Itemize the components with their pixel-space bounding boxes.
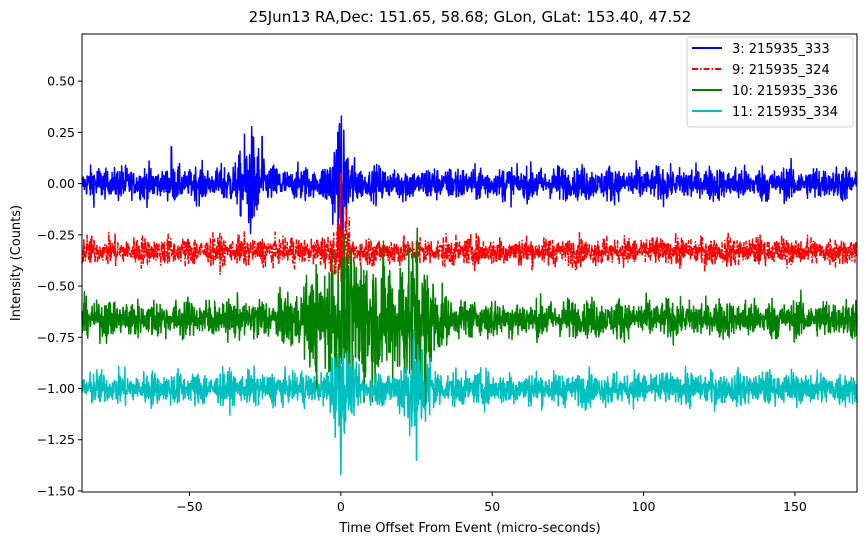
y-tick-label: 0.00 [47,176,75,191]
y-tick-label: −1.25 [37,432,75,447]
y-tick-label: −1.00 [37,381,75,396]
legend-label: 9: 215935_324 [732,63,830,78]
y-tick-label: −0.50 [37,279,75,294]
series-line-2 [81,227,858,406]
x-axis: −50 0 50 100 150 [176,492,807,514]
x-tick-label: 50 [484,499,500,514]
plot-frame [81,33,858,493]
y-tick-label: −1.50 [37,483,75,498]
series-line-0 [81,115,858,251]
legend-label: 3: 215935_333 [732,42,830,57]
y-tick-label: −0.75 [37,330,75,345]
series-line-3 [81,329,858,476]
y-axis: 0.50 0.25 0.00 −0.25 −0.50 −0.75 −1.00 −1.25 −1.… [37,74,82,498]
legend: 3: 215935_333 9: 215935_324 10: 215935_33… [686,36,854,128]
x-tick-label: 100 [632,499,656,514]
x-tick-label: −50 [176,499,202,514]
x-tick-label: 150 [783,499,807,514]
legend-label: 11: 215935_334 [732,105,838,120]
series-line-1 [81,172,858,295]
y-tick-label: 0.50 [47,74,75,89]
x-axis-label: Time Offset From Event (micro-seconds) [338,521,601,536]
legend-box [686,36,854,128]
y-tick-label: −0.25 [37,227,75,242]
y-tick-label: 0.25 [47,125,75,140]
y-axis-label: Intensity (Counts) [9,205,24,321]
x-tick-label: 0 [337,499,345,514]
legend-label: 10: 215935_336 [732,84,838,99]
chart-title: 25Jun13 RA,Dec: 151.65, 58.68; GLon, GLa… [249,8,692,26]
plot-lines [81,115,858,476]
